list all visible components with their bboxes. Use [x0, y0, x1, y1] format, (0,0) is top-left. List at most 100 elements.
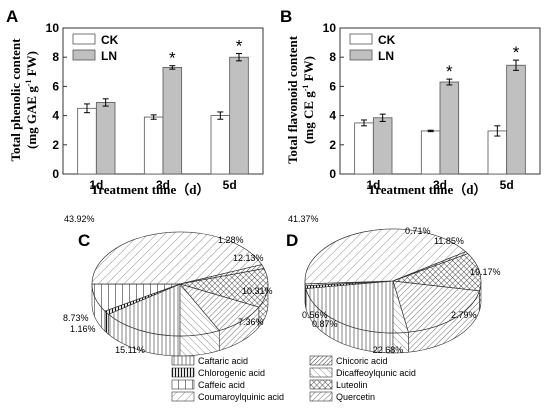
x-tick-label: 5d: [223, 178, 237, 192]
xlabel-b: Treatment time（d）: [367, 182, 486, 197]
ylabel-b-unit: (mg CE g: [301, 91, 316, 144]
pie-label: 10.31%: [242, 286, 273, 296]
ylabel-a-line2: (mg GAE g-1 FW): [24, 51, 39, 149]
pie-label: 1.28%: [218, 235, 244, 245]
significance-star: *: [513, 43, 520, 62]
bar-ck: [487, 130, 508, 175]
panel-letter-a: A: [6, 7, 18, 26]
pie-slice: [91, 231, 263, 285]
pie-legend: Caftaric acid Chicoric acid Chlorogenic ac…: [171, 355, 416, 402]
pie-label: 8.73%: [63, 313, 89, 323]
y-tick-label: 8: [329, 50, 336, 64]
legend-label-ln: LN: [378, 49, 394, 63]
y-tick-label: 4: [52, 109, 59, 123]
bar-ck: [354, 122, 374, 175]
legend-label-ck: CK: [378, 33, 396, 47]
significance-star: *: [236, 37, 243, 56]
panel-letter-d: D: [286, 231, 298, 250]
pie-slice: [305, 280, 394, 334]
pie-legend-label: Chlorogenic acid: [198, 368, 265, 378]
bar-ck: [420, 130, 441, 175]
pie-label: 41.37%: [288, 214, 319, 224]
pie-legend-label: Caftaric acid: [198, 356, 248, 366]
panel-letter-c: C: [78, 231, 90, 250]
pie-side: [104, 310, 109, 335]
bar-chart-b: B Total flavonoid content (mg CE g-1 FW)…: [280, 7, 541, 197]
bar-ck: [143, 116, 164, 175]
bar-ck: [77, 107, 97, 175]
pie-label: 19.17%: [470, 267, 501, 277]
pie-slice: [392, 280, 480, 333]
pie-label: 0.87%: [312, 319, 338, 329]
pie-slice: [107, 283, 181, 337]
bar-ln: [162, 67, 183, 175]
y-tick-label: 10: [323, 21, 337, 35]
x-tick-label: 1d: [89, 178, 103, 192]
pie-legend-label: Quercetin: [336, 392, 375, 402]
legend-swatch-ck: [72, 33, 96, 45]
xlabel-a: Treatment time（d）: [90, 182, 209, 197]
y-tick-label: 2: [52, 138, 59, 152]
significance-star: *: [446, 62, 453, 81]
pie-label: 15.11%: [115, 345, 145, 355]
pie-legend-label: Chicoric acid: [336, 356, 388, 366]
y-tick-label: 6: [329, 79, 336, 93]
pie-slice: [392, 280, 409, 334]
pie-legend-label: Coumaroylquinic acid: [198, 392, 284, 402]
pie-legend-swatch: [309, 367, 333, 378]
bar-ln: [229, 56, 249, 175]
y-tick-label: 0: [329, 167, 336, 181]
pie-legend-swatch: [171, 379, 195, 390]
pie-legend-swatch: [171, 391, 195, 402]
ylabel-b-line2: (mg CE g-1 FW): [301, 56, 316, 144]
pie-label: 22.68%: [373, 345, 404, 355]
y-tick-label: 2: [329, 138, 336, 152]
pie-legend-swatch: [171, 367, 195, 378]
ylabel-b-line1: Total flavonoid content: [285, 35, 300, 164]
y-tick-label: 10: [46, 21, 60, 35]
x-tick-label: 3d: [156, 178, 170, 192]
pie-label: 11.85%: [434, 236, 464, 246]
pie-slice: [179, 283, 220, 337]
pie-label: 0.56%: [302, 310, 328, 320]
pie-slice: [304, 228, 467, 285]
y-tick-label: 4: [329, 109, 336, 123]
pie-legend-swatch: [309, 391, 333, 402]
pie-legend-swatch: [309, 379, 333, 390]
y-tick-label: 6: [52, 79, 59, 93]
bar-ln: [95, 102, 116, 175]
legend-label-ln: LN: [101, 49, 117, 63]
legend-swatch-ln: [72, 49, 96, 61]
bar-ln: [372, 117, 393, 175]
ylabel-a-unit-end: FW): [24, 51, 39, 80]
legend-swatch-ck: [349, 33, 373, 45]
legend-swatch-ln: [349, 49, 373, 61]
x-tick-label: 3d: [433, 178, 447, 192]
ylabel-a-line1: Total phenolic content: [8, 38, 23, 162]
ylabel-a-unit: (mg GAE g: [24, 86, 39, 149]
ylabel-b-sup: -1: [301, 85, 310, 92]
pie-label: 43.92%: [64, 214, 95, 224]
pie-legend-swatch: [309, 355, 333, 366]
x-tick-label: 1d: [366, 178, 380, 192]
x-tick-label: 5d: [500, 178, 514, 192]
legend-label-ck: CK: [101, 33, 119, 47]
significance-star: *: [169, 49, 176, 68]
pie-label: 7.36%: [238, 317, 264, 327]
y-tick-label: 8: [52, 50, 59, 64]
pie-legend-label: Luteolin: [336, 380, 368, 390]
pie-chart-d: D 22.68% 0.87%0.56% 41.37% 0.71%11.85% 19.17…: [286, 214, 501, 355]
pie-slice: [392, 253, 482, 292]
pie-slice: [179, 268, 269, 308]
ylabel-a-sup: -1: [24, 80, 33, 87]
pie-label: 0.71%: [405, 226, 431, 236]
pie-legend-swatch: [171, 355, 195, 366]
y-tick-label: 0: [52, 167, 59, 181]
bar-ln: [439, 81, 460, 175]
bar-chart-a: A Total phenolic content (mg GAE g-1 FW)…: [6, 7, 264, 197]
pie-label: 12.13%: [233, 253, 264, 263]
pie-label: 1.16%: [70, 324, 96, 334]
pie-label: 2.79%: [451, 310, 477, 320]
bar-ck: [210, 115, 231, 175]
ylabel-b-unit-end: FW): [301, 56, 316, 85]
